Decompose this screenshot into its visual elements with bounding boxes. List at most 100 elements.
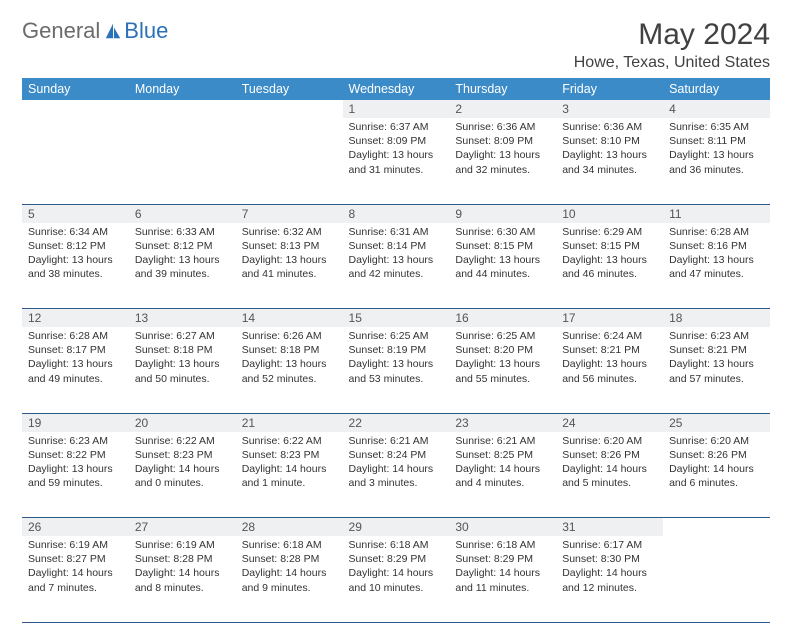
day-content-cell: Sunrise: 6:18 AMSunset: 8:29 PMDaylight:… <box>449 536 556 622</box>
day-number: 30 <box>449 518 556 536</box>
day-number-cell: 22 <box>343 413 450 432</box>
day-content-cell: Sunrise: 6:21 AMSunset: 8:24 PMDaylight:… <box>343 432 450 518</box>
day-content-cell: Sunrise: 6:17 AMSunset: 8:30 PMDaylight:… <box>556 536 663 622</box>
day-number: 24 <box>556 414 663 432</box>
calendar: SundayMondayTuesdayWednesdayThursdayFrid… <box>22 78 770 623</box>
sunrise-line: Sunrise: 6:20 AM <box>669 434 764 448</box>
day-number-cell <box>236 100 343 118</box>
day-number: 8 <box>343 205 450 223</box>
sunrise-line: Sunrise: 6:20 AM <box>562 434 657 448</box>
daynum-row: 12131415161718 <box>22 309 770 328</box>
sunset-line: Sunset: 8:09 PM <box>455 134 550 148</box>
daylight-line: Daylight: 14 hours and 6 minutes. <box>669 462 764 490</box>
weekday-header: Saturday <box>663 78 770 100</box>
day-number-cell: 7 <box>236 204 343 223</box>
day-number: 5 <box>22 205 129 223</box>
daylight-line: Daylight: 13 hours and 39 minutes. <box>135 253 230 281</box>
day-number-cell: 30 <box>449 518 556 537</box>
day-number: 11 <box>663 205 770 223</box>
day-content-cell <box>22 118 129 204</box>
day-number-cell: 9 <box>449 204 556 223</box>
sunset-line: Sunset: 8:29 PM <box>349 552 444 566</box>
day-number: 15 <box>343 309 450 327</box>
header: General Blue May 2024 Howe, Texas, Unite… <box>22 18 770 72</box>
sunset-line: Sunset: 8:20 PM <box>455 343 550 357</box>
location: Howe, Texas, United States <box>574 54 770 72</box>
sunset-line: Sunset: 8:17 PM <box>28 343 123 357</box>
day-number-cell: 1 <box>343 100 450 118</box>
daynum-row: 567891011 <box>22 204 770 223</box>
day-number-cell: 23 <box>449 413 556 432</box>
sunrise-line: Sunrise: 6:19 AM <box>28 538 123 552</box>
day-content-cell <box>236 118 343 204</box>
day-number-cell: 21 <box>236 413 343 432</box>
daylight-line: Daylight: 14 hours and 11 minutes. <box>455 566 550 594</box>
sunrise-line: Sunrise: 6:30 AM <box>455 225 550 239</box>
day-content-cell: Sunrise: 6:20 AMSunset: 8:26 PMDaylight:… <box>556 432 663 518</box>
day-content-cell: Sunrise: 6:20 AMSunset: 8:26 PMDaylight:… <box>663 432 770 518</box>
day-number-cell: 24 <box>556 413 663 432</box>
sunset-line: Sunset: 8:11 PM <box>669 134 764 148</box>
day-number-cell: 11 <box>663 204 770 223</box>
sunset-line: Sunset: 8:21 PM <box>669 343 764 357</box>
day-content-cell: Sunrise: 6:26 AMSunset: 8:18 PMDaylight:… <box>236 327 343 413</box>
daylight-line: Daylight: 13 hours and 34 minutes. <box>562 148 657 176</box>
day-number: 25 <box>663 414 770 432</box>
day-number: 9 <box>449 205 556 223</box>
daynum-row: 262728293031 <box>22 518 770 537</box>
daylight-line: Daylight: 13 hours and 52 minutes. <box>242 357 337 385</box>
day-content-cell: Sunrise: 6:36 AMSunset: 8:10 PMDaylight:… <box>556 118 663 204</box>
daylight-line: Daylight: 14 hours and 9 minutes. <box>242 566 337 594</box>
day-content-cell: Sunrise: 6:27 AMSunset: 8:18 PMDaylight:… <box>129 327 236 413</box>
daylight-line: Daylight: 14 hours and 4 minutes. <box>455 462 550 490</box>
day-number: 2 <box>449 100 556 118</box>
day-number-cell: 13 <box>129 309 236 328</box>
sunset-line: Sunset: 8:15 PM <box>455 239 550 253</box>
sunrise-line: Sunrise: 6:21 AM <box>349 434 444 448</box>
weekday-header: Friday <box>556 78 663 100</box>
day-number: 13 <box>129 309 236 327</box>
day-number: 16 <box>449 309 556 327</box>
day-number-cell <box>663 518 770 537</box>
sunrise-line: Sunrise: 6:17 AM <box>562 538 657 552</box>
daylight-line: Daylight: 13 hours and 46 minutes. <box>562 253 657 281</box>
day-number: 1 <box>343 100 450 118</box>
weekday-row: SundayMondayTuesdayWednesdayThursdayFrid… <box>22 78 770 100</box>
sunrise-line: Sunrise: 6:18 AM <box>349 538 444 552</box>
daylight-line: Daylight: 14 hours and 8 minutes. <box>135 566 230 594</box>
daylight-line: Daylight: 13 hours and 50 minutes. <box>135 357 230 385</box>
content-row: Sunrise: 6:19 AMSunset: 8:27 PMDaylight:… <box>22 536 770 622</box>
sunrise-line: Sunrise: 6:18 AM <box>455 538 550 552</box>
day-content-cell: Sunrise: 6:23 AMSunset: 8:21 PMDaylight:… <box>663 327 770 413</box>
day-number: 31 <box>556 518 663 536</box>
logo-text-1: General <box>22 18 100 44</box>
daylight-line: Daylight: 13 hours and 36 minutes. <box>669 148 764 176</box>
daylight-line: Daylight: 13 hours and 31 minutes. <box>349 148 444 176</box>
day-number-cell: 2 <box>449 100 556 118</box>
day-content-cell: Sunrise: 6:31 AMSunset: 8:14 PMDaylight:… <box>343 223 450 309</box>
sunset-line: Sunset: 8:28 PM <box>135 552 230 566</box>
day-number-cell: 27 <box>129 518 236 537</box>
sail-icon <box>104 22 122 40</box>
sunrise-line: Sunrise: 6:22 AM <box>242 434 337 448</box>
day-number-cell: 14 <box>236 309 343 328</box>
sunrise-line: Sunrise: 6:36 AM <box>455 120 550 134</box>
daylight-line: Daylight: 14 hours and 10 minutes. <box>349 566 444 594</box>
sunset-line: Sunset: 8:28 PM <box>242 552 337 566</box>
sunset-line: Sunset: 8:15 PM <box>562 239 657 253</box>
day-content-cell: Sunrise: 6:19 AMSunset: 8:28 PMDaylight:… <box>129 536 236 622</box>
day-number-cell: 25 <box>663 413 770 432</box>
day-number: 26 <box>22 518 129 536</box>
daylight-line: Daylight: 14 hours and 7 minutes. <box>28 566 123 594</box>
day-content-cell: Sunrise: 6:18 AMSunset: 8:28 PMDaylight:… <box>236 536 343 622</box>
daylight-line: Daylight: 13 hours and 32 minutes. <box>455 148 550 176</box>
day-content-cell: Sunrise: 6:28 AMSunset: 8:17 PMDaylight:… <box>22 327 129 413</box>
day-number: 19 <box>22 414 129 432</box>
month-title: May 2024 <box>574 18 770 52</box>
sunrise-line: Sunrise: 6:28 AM <box>669 225 764 239</box>
day-number-cell: 18 <box>663 309 770 328</box>
day-number-cell: 31 <box>556 518 663 537</box>
sunrise-line: Sunrise: 6:34 AM <box>28 225 123 239</box>
day-number: 23 <box>449 414 556 432</box>
sunrise-line: Sunrise: 6:19 AM <box>135 538 230 552</box>
